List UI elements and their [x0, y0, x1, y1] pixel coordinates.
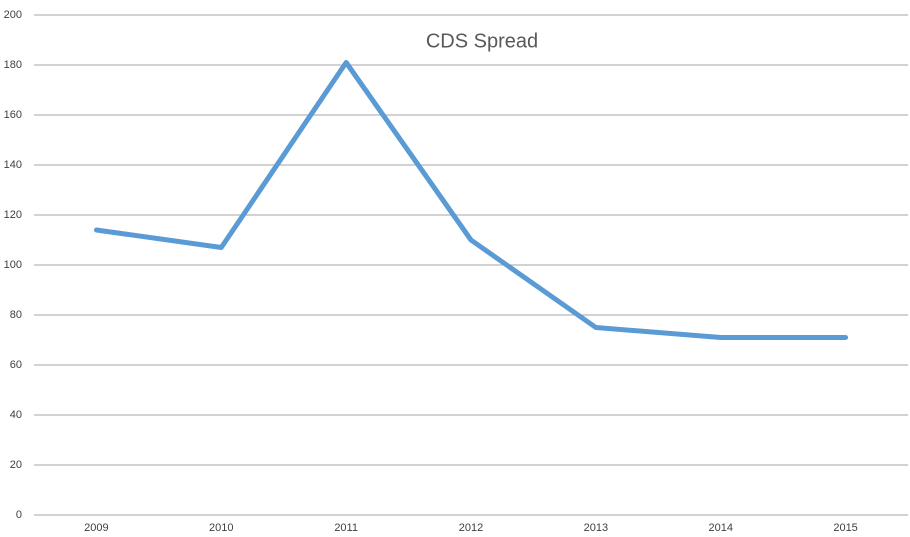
y-tick-label: 100 — [4, 259, 22, 271]
y-tick-label: 160 — [4, 109, 22, 121]
x-tick-label: 2011 — [334, 522, 358, 534]
x-tick-label: 2015 — [833, 522, 857, 534]
y-tick-label: 200 — [4, 9, 22, 21]
x-tick-label: 2010 — [209, 522, 233, 534]
y-tick-label: 140 — [4, 159, 22, 171]
y-tick-label: 80 — [10, 309, 22, 321]
y-tick-label: 40 — [10, 409, 22, 421]
x-tick-label: 2013 — [584, 522, 608, 534]
x-tick-label: 2014 — [708, 522, 732, 534]
y-tick-label: 120 — [4, 209, 22, 221]
x-tick-label: 2009 — [84, 522, 108, 534]
chart-title: CDS Spread — [426, 30, 538, 52]
y-tick-label: 60 — [10, 359, 22, 371]
data-line — [93, 60, 849, 340]
y-tick-label: 20 — [10, 459, 22, 471]
y-tick-label: 0 — [16, 509, 22, 521]
y-tick-label: 180 — [4, 59, 22, 71]
x-tick-label: 2012 — [459, 522, 483, 534]
